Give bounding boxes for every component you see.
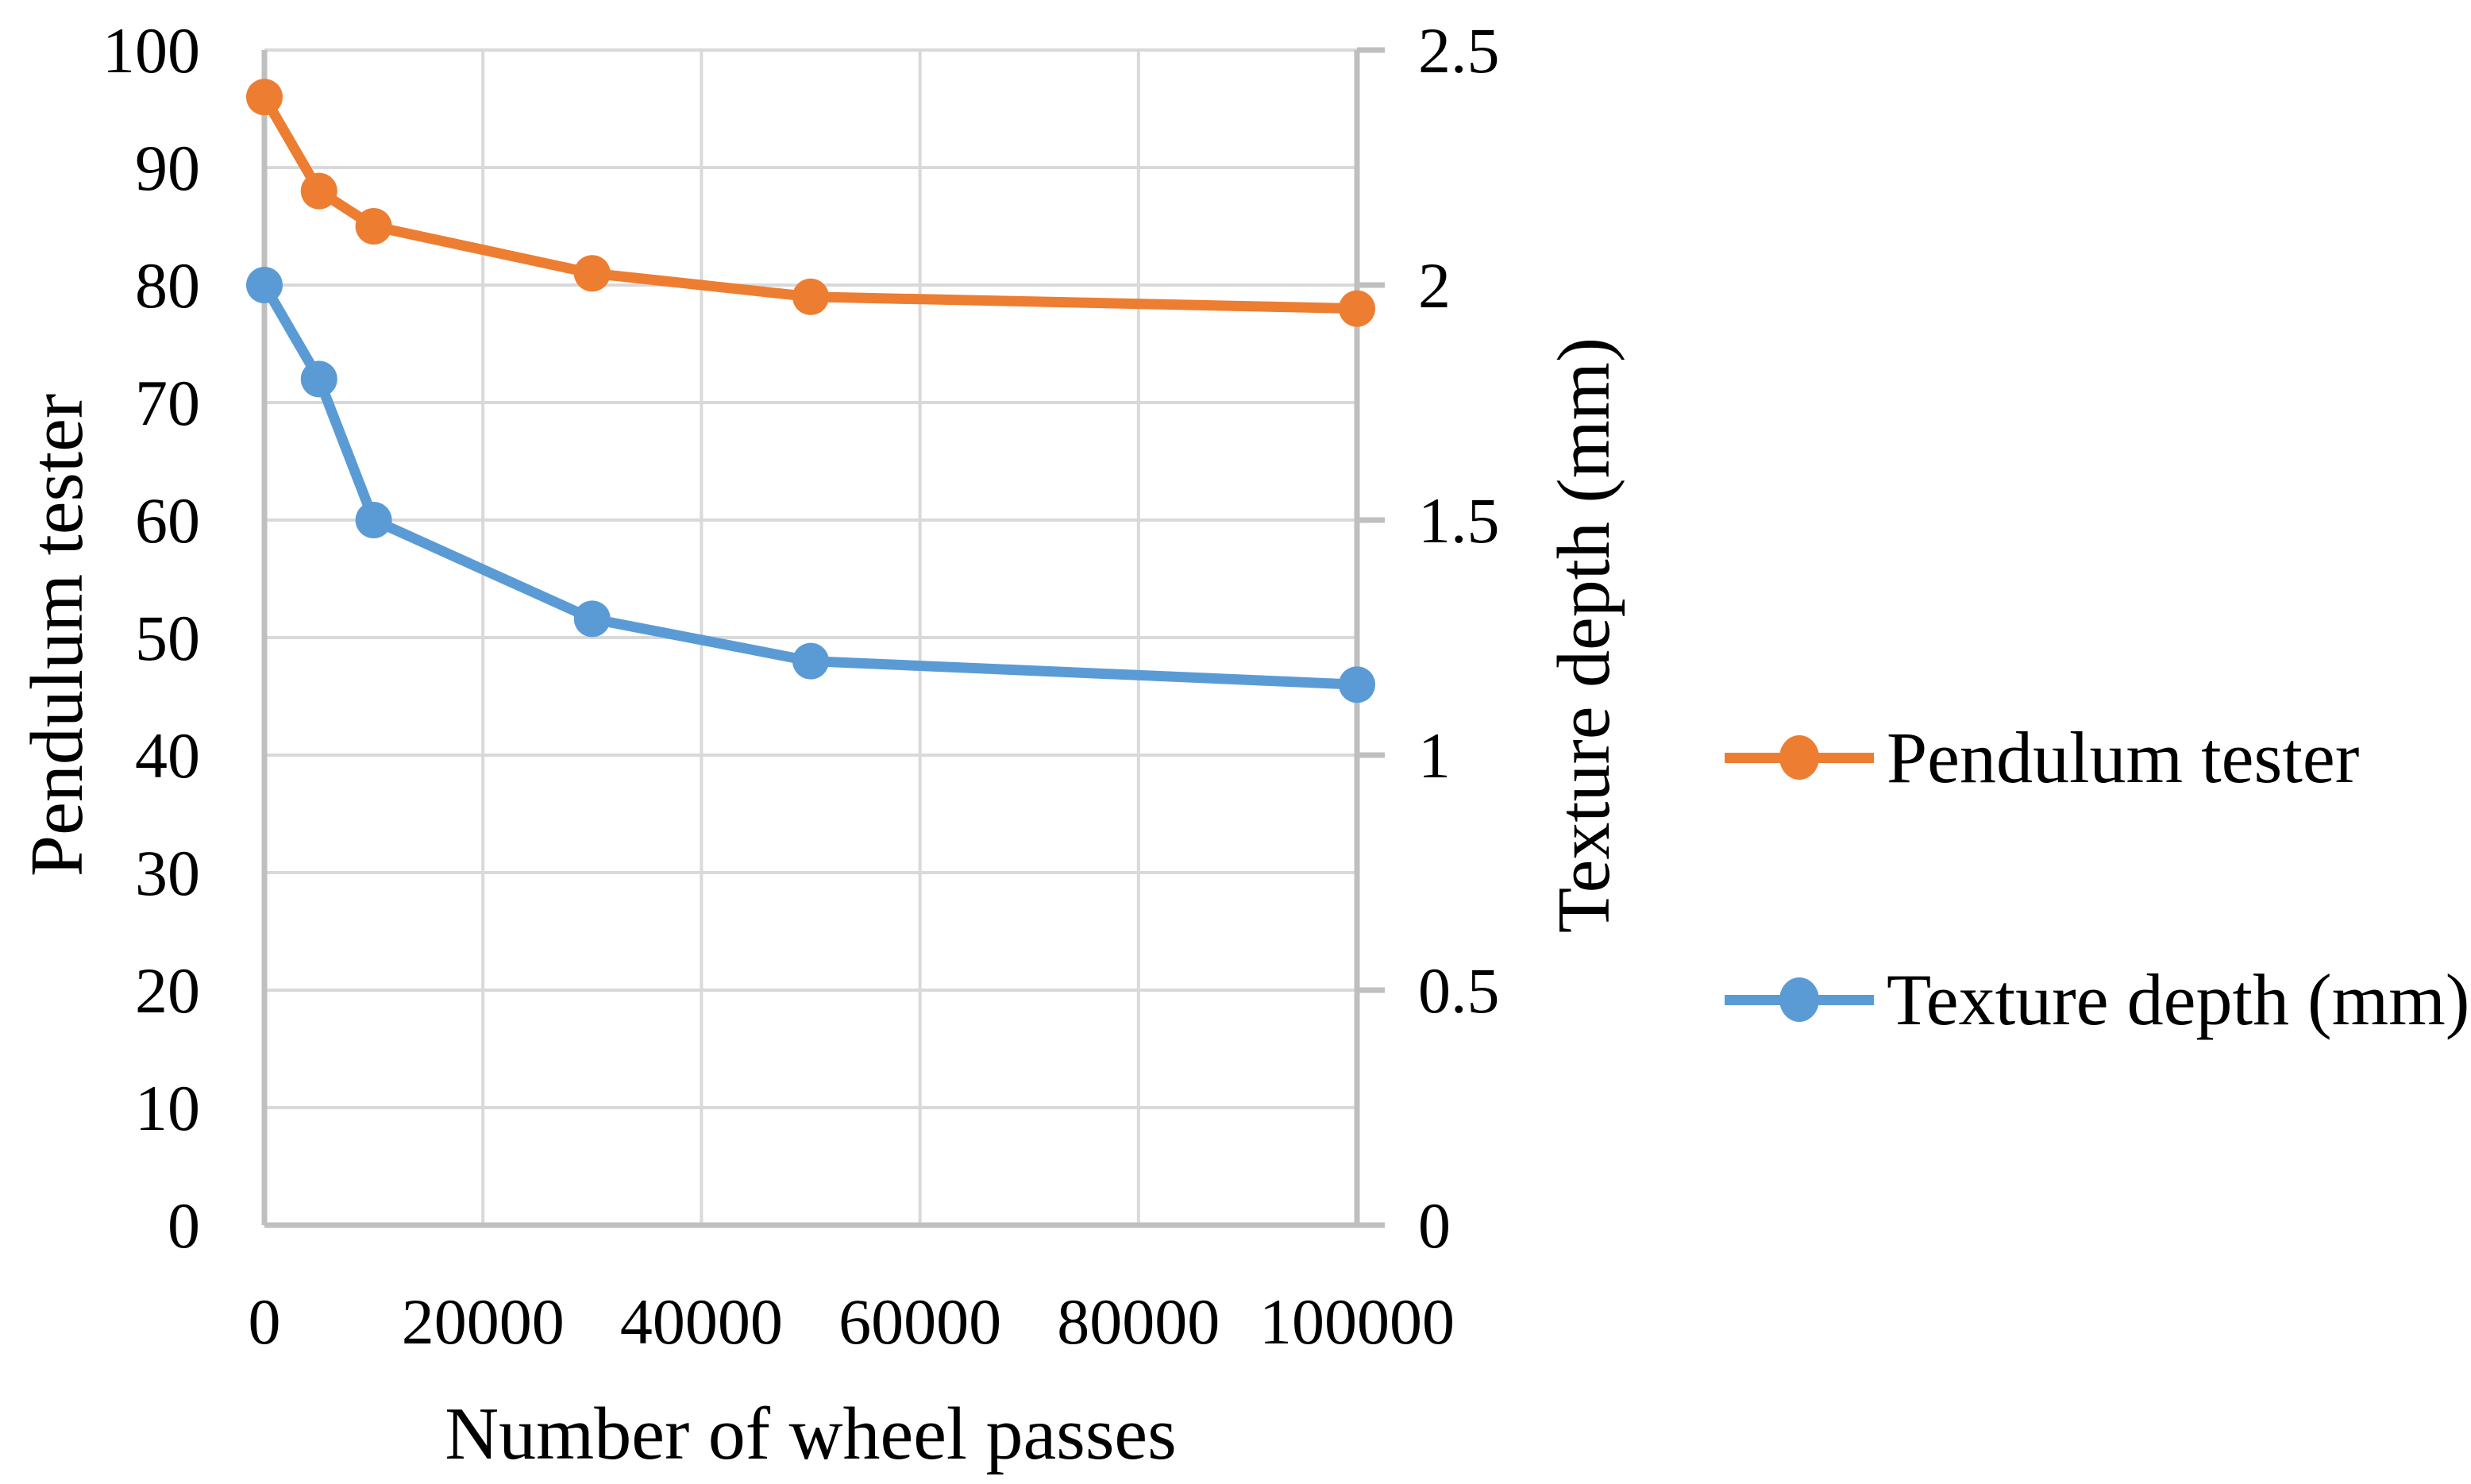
svg-text:60: 60 — [135, 484, 200, 557]
svg-text:70: 70 — [135, 367, 200, 439]
svg-text:20: 20 — [135, 954, 200, 1027]
svg-text:20000: 20000 — [402, 1285, 565, 1358]
svg-text:0: 0 — [249, 1285, 281, 1358]
svg-text:50: 50 — [135, 602, 200, 674]
svg-text:30: 30 — [135, 837, 200, 909]
x-axis-title: Number of wheel passes — [445, 1393, 1177, 1475]
legend-label: Pendulum tester — [1887, 717, 2360, 798]
legend-marker-pendulum — [1725, 735, 1874, 780]
svg-text:80: 80 — [135, 249, 200, 322]
left-axis-title: Pendulum tester — [16, 393, 98, 877]
legend-marker-texture-depth — [1725, 977, 1874, 1022]
svg-text:1.5: 1.5 — [1418, 484, 1500, 557]
svg-text:100: 100 — [102, 14, 200, 87]
svg-text:90: 90 — [135, 132, 200, 204]
legend-item-pendulum-tester: Pendulum tester — [1725, 721, 2359, 794]
svg-text:0: 0 — [1418, 1189, 1451, 1262]
svg-text:80000: 80000 — [1057, 1285, 1220, 1358]
svg-text:2: 2 — [1418, 249, 1451, 322]
right-axis-title: Texture depth (mm) — [1543, 337, 1625, 934]
legend-item-texture-depth: Texture depth (mm) — [1725, 963, 2469, 1036]
svg-text:60000: 60000 — [838, 1285, 1001, 1358]
svg-text:40: 40 — [135, 719, 200, 792]
svg-text:10: 10 — [135, 1072, 200, 1144]
svg-text:2.5: 2.5 — [1418, 14, 1500, 87]
svg-text:0.5: 0.5 — [1418, 954, 1500, 1027]
svg-text:1: 1 — [1418, 719, 1451, 792]
svg-text:100000: 100000 — [1259, 1285, 1455, 1358]
legend-label: Texture depth (mm) — [1887, 959, 2470, 1040]
svg-text:40000: 40000 — [620, 1285, 783, 1358]
svg-text:0: 0 — [168, 1189, 200, 1262]
